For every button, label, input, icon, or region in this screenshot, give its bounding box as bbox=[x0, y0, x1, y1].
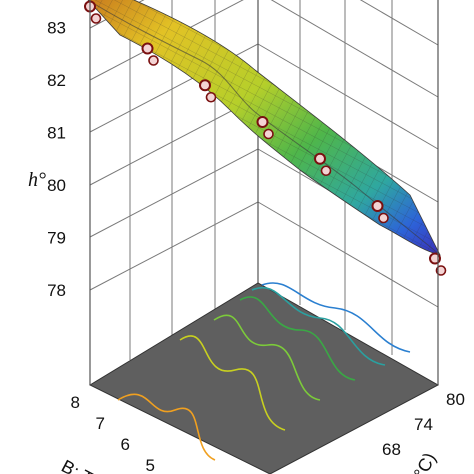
z-tick-label: 79 bbox=[47, 229, 66, 248]
z-tick-label: 80 bbox=[47, 176, 66, 195]
y-axis-title: B: T bbox=[58, 456, 96, 474]
design-point bbox=[199, 79, 211, 92]
x-tick-label: 74 bbox=[414, 415, 433, 434]
design-point bbox=[371, 200, 384, 212]
box-frame bbox=[89, 0, 439, 385]
y-tick-label: 8 bbox=[71, 393, 80, 412]
z-tick-label: 81 bbox=[47, 124, 66, 143]
design-point bbox=[435, 265, 447, 276]
z-tick-label: 83 bbox=[47, 19, 66, 38]
x-axis-ticks: 80 74 68 bbox=[382, 390, 465, 459]
y-tick-label: 6 bbox=[121, 435, 130, 454]
design-point bbox=[90, 13, 102, 24]
design-point bbox=[141, 42, 154, 55]
x-tick-label: 68 bbox=[382, 440, 401, 459]
design-point bbox=[378, 212, 389, 224]
x-tick-label: 80 bbox=[446, 390, 465, 409]
design-point bbox=[148, 55, 159, 66]
y-tick-label: 7 bbox=[96, 414, 105, 433]
design-point bbox=[320, 165, 332, 177]
design-point bbox=[263, 128, 274, 140]
z-axis-ticks: 78 79 80 81 82 83 bbox=[47, 19, 66, 301]
z-tick-label: 78 bbox=[47, 281, 66, 300]
x-axis-title: (°C) bbox=[407, 449, 440, 474]
contour-floor bbox=[88, 282, 440, 474]
z-tick-label: 82 bbox=[47, 71, 66, 90]
z-axis-title: h° bbox=[28, 169, 46, 191]
design-point bbox=[256, 116, 269, 128]
design-point bbox=[314, 152, 326, 165]
design-point bbox=[205, 91, 217, 103]
y-tick-label: 5 bbox=[146, 456, 155, 474]
